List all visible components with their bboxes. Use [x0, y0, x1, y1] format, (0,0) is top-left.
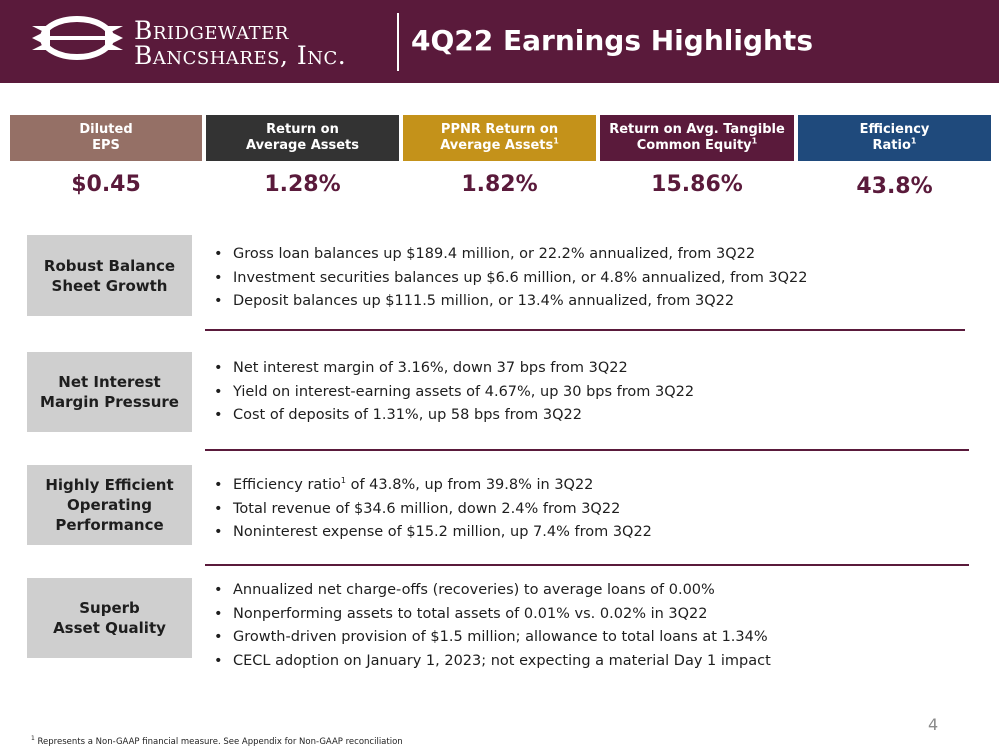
bridgewater-logo-icon — [32, 16, 123, 60]
section-label-balance-sheet: Robust Balance Sheet Growth — [27, 235, 192, 316]
section-divider — [205, 564, 969, 566]
kpi-label-line1: PPNR Return on — [440, 122, 559, 137]
section-label-line1: Highly Efficient — [45, 476, 174, 494]
kpi-label-line2: Average Assets — [245, 138, 360, 153]
kpi-diluted-eps: Diluted EPS — [10, 115, 202, 161]
section-label-line2: Operating — [67, 496, 152, 514]
section-label-line3: Performance — [55, 516, 164, 534]
list-item: Yield on interest-earning assets of 4.67… — [214, 381, 694, 405]
section-label-operating-performance: Highly Efficient Operating Performance — [27, 465, 192, 545]
list-item: Noninterest expense of $15.2 million, up… — [214, 521, 652, 545]
kpi-footnote-mark: 1 — [910, 136, 917, 146]
efficiency-text-rest: of 43.8%, up from 39.8% in 3Q22 — [345, 477, 594, 493]
footnote: 1 Represents a Non-GAAP financial measur… — [31, 735, 403, 747]
kpi-efficiency-ratio: Efficiency Ratio1 — [798, 115, 991, 161]
list-item: Gross loan balances up $189.4 million, o… — [214, 243, 808, 267]
list-item: Net interest margin of 3.16%, down 37 bp… — [214, 357, 694, 381]
list-item: Efficiency ratio1 of 43.8%, up from 39.8… — [214, 474, 652, 498]
section-label-line1: Robust Balance — [43, 256, 176, 275]
brand-line-1: Bridgewater — [134, 16, 289, 45]
section-bullets-net-interest: Net interest margin of 3.16%, down 37 bp… — [214, 357, 694, 428]
section-label-line1: Net Interest — [58, 373, 161, 391]
section-divider — [205, 449, 969, 451]
section-bullets-balance-sheet: Gross loan balances up $189.4 million, o… — [214, 243, 808, 314]
section-bullets-operating-performance: Efficiency ratio1 of 43.8%, up from 39.8… — [214, 474, 652, 545]
section-label-line2: Sheet Growth — [51, 276, 168, 295]
list-item: Growth-driven provision of $1.5 million;… — [214, 626, 771, 650]
list-item: Total revenue of $34.6 million, down 2.4… — [214, 498, 652, 522]
section-label-asset-quality: Superb Asset Quality — [27, 578, 192, 658]
footnote-text: Represents a Non-GAAP financial measure.… — [34, 736, 403, 747]
kpi-label-line2: Common Equity — [636, 138, 752, 153]
section-label-line2: Margin Pressure — [40, 393, 179, 411]
page-title: 4Q22 Earnings Highlights — [411, 24, 813, 57]
list-item: Nonperforming assets to total assets of … — [214, 603, 771, 627]
header-banner: Bridgewater Bancshares, Inc. 4Q22 Earnin… — [0, 0, 999, 83]
kpi-ppnr-return: PPNR Return on Average Assets1 — [403, 115, 596, 161]
kpi-footnote-mark: 1 — [553, 136, 559, 146]
list-item: Investment securities balances up $6.6 m… — [214, 267, 808, 291]
header-divider — [397, 13, 399, 71]
section-label-net-interest: Net Interest Margin Pressure — [27, 352, 192, 432]
section-bullets-asset-quality: Annualized net charge-offs (recoveries) … — [214, 579, 771, 673]
list-item: Annualized net charge-offs (recoveries) … — [214, 579, 771, 603]
kpi-label-line1: Diluted — [79, 122, 133, 137]
kpi-return-on-tangible-equity: Return on Avg. Tangible Common Equity1 — [600, 115, 794, 161]
kpi-label-line1: Return on Avg. Tangible — [609, 122, 785, 137]
kpi-value-diluted-eps: $0.45 — [71, 172, 141, 197]
kpi-return-on-average-assets: Return on Average Assets — [206, 115, 399, 161]
kpi-footnote-mark: 1 — [751, 136, 758, 146]
kpi-label-line2: EPS — [92, 138, 120, 153]
list-item: Deposit balances up $111.5 million, or 1… — [214, 290, 808, 314]
section-label-line2: Asset Quality — [53, 619, 166, 637]
brand-line-2: Bancshares, Inc. — [134, 41, 347, 70]
kpi-value-return-on-tangible-equity: 15.86% — [651, 172, 743, 197]
footnote-mark: 1 — [31, 735, 35, 742]
efficiency-text: Efficiency ratio — [233, 477, 341, 493]
kpi-value-return-on-average-assets: 1.28% — [264, 172, 341, 197]
list-item: Cost of deposits of 1.31%, up 58 bps fro… — [214, 404, 694, 428]
page-number: 4 — [928, 715, 939, 734]
kpi-label-line2: Ratio — [872, 138, 911, 153]
section-label-line1: Superb — [79, 599, 140, 617]
kpi-label-line1: Efficiency — [859, 122, 930, 137]
list-item: CECL adoption on January 1, 2023; not ex… — [214, 650, 771, 674]
brand-name: Bridgewater Bancshares, Inc. — [134, 18, 346, 68]
kpi-label-line2: Average Assets — [440, 138, 554, 153]
kpi-label-line1: Return on — [266, 122, 339, 137]
kpi-value-efficiency-ratio: 43.8% — [856, 174, 933, 199]
footnote-mark: 1 — [340, 476, 346, 486]
section-divider — [205, 329, 965, 331]
kpi-value-ppnr-return: 1.82% — [461, 172, 538, 197]
